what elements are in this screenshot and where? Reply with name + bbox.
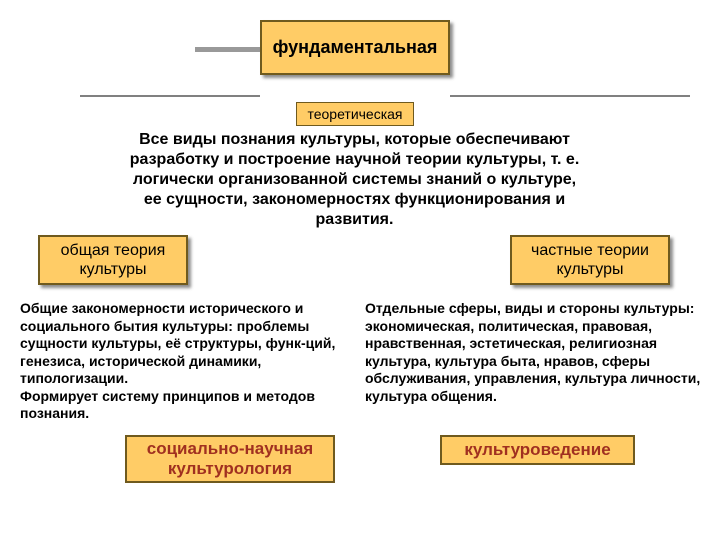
box-social-scientific-label: социально-научная культурология (133, 439, 327, 480)
horizontal-rule-right (450, 95, 690, 97)
box-fundamental: фундаментальная (260, 20, 450, 75)
right-paragraph: Отдельные сферы, виды и стороны культуры… (365, 300, 705, 405)
box-social-scientific: социально-научная культурология (125, 435, 335, 483)
horizontal-rule-left (80, 95, 260, 97)
box-general-theory-label: общая теория культуры (46, 241, 180, 279)
main-paragraph: Все виды познания культуры, которые обес… (127, 130, 582, 230)
main-paragraph-text: Все виды познания культуры, которые обес… (130, 131, 580, 228)
box-theoretical: теоретическая (296, 102, 414, 126)
box-general-theory: общая теория культуры (38, 235, 188, 285)
box-culturology: культуроведение (440, 435, 635, 465)
left-paragraph: Общие закономерности исторического и соц… (20, 300, 350, 423)
box-particular-theories-label: частные теории культуры (518, 241, 662, 279)
box-fundamental-label: фундаментальная (273, 37, 438, 59)
box-theoretical-label: теоретическая (307, 106, 402, 123)
diagram-canvas: фундаментальная теоретическая Все виды п… (0, 0, 720, 540)
connector-line (195, 47, 260, 52)
box-culturology-label: культуроведение (464, 440, 610, 460)
box-particular-theories: частные теории культуры (510, 235, 670, 285)
